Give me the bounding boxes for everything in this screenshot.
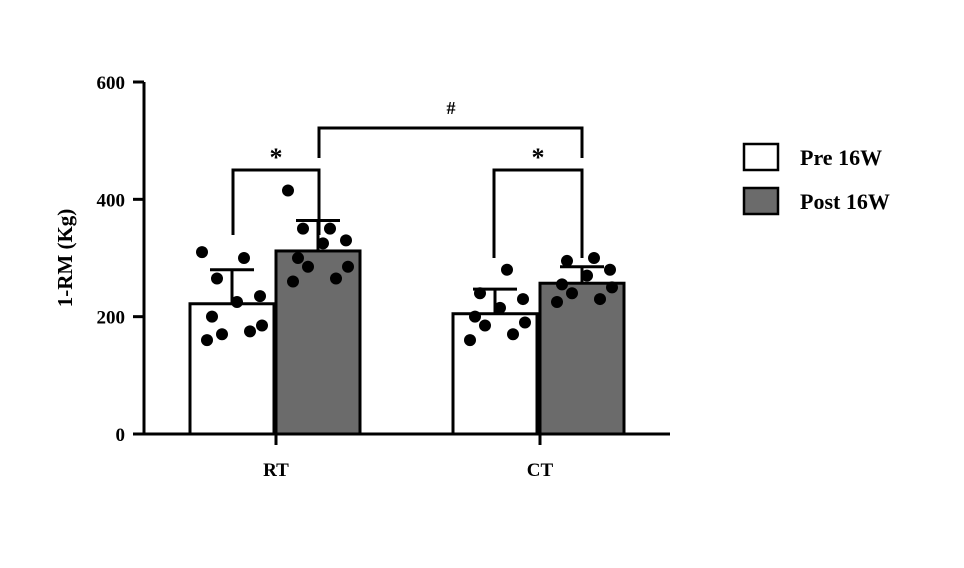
- data-point: [594, 293, 606, 306]
- x-tick-label-ct: CT: [527, 460, 554, 481]
- data-point: [501, 263, 513, 276]
- data-point: [507, 328, 519, 341]
- y-axis-title: 1-RM (Kg): [53, 209, 77, 308]
- legend-swatch-post: [742, 186, 780, 216]
- data-point: [256, 319, 268, 332]
- data-point: [519, 316, 531, 329]
- data-point: [244, 325, 256, 338]
- data-point: [561, 254, 573, 267]
- data-point: [292, 252, 304, 264]
- data-point: [464, 334, 476, 347]
- data-point: [206, 310, 218, 323]
- data-point: [254, 290, 266, 303]
- rt-significance-bracket: [231, 168, 321, 235]
- data-point: [588, 252, 600, 264]
- data-point: [231, 296, 243, 308]
- between-group-bracket: [317, 126, 584, 158]
- legend-label-pre: Pre 16W: [800, 145, 882, 170]
- data-point: [566, 287, 578, 300]
- data-point: [479, 319, 491, 332]
- data-point: [216, 328, 228, 341]
- data-point: [340, 234, 352, 247]
- ct-significance-bracket: [492, 168, 584, 258]
- data-point: [604, 263, 616, 276]
- data-point: [282, 184, 294, 197]
- data-point: [330, 272, 342, 285]
- between-group-hash: #: [447, 98, 456, 118]
- data-point: [494, 301, 506, 314]
- data-point: [201, 334, 213, 347]
- data-point: [556, 278, 568, 291]
- data-point: [211, 272, 223, 285]
- data-point: [317, 237, 329, 250]
- rt-significance-star: *: [270, 143, 283, 172]
- data-point: [287, 275, 299, 288]
- y-tick-label: 0: [116, 425, 126, 446]
- ct-significance-star: *: [532, 143, 545, 172]
- data-point: [551, 296, 563, 308]
- data-point: [196, 246, 208, 259]
- y-tick-label: 400: [97, 190, 126, 211]
- data-point: [324, 222, 336, 235]
- x-tick-label-rt: RT: [263, 460, 289, 481]
- data-point: [302, 260, 314, 273]
- data-point: [469, 310, 481, 323]
- legend-label-post: Post 16W: [800, 189, 890, 214]
- y-tick-label: 600: [97, 73, 126, 94]
- legend-swatch-pre: [742, 142, 780, 172]
- data-point: [517, 293, 529, 306]
- data-point: [342, 260, 354, 273]
- data-point: [238, 252, 250, 264]
- y-tick-label: 200: [97, 308, 126, 329]
- data-point: [297, 222, 309, 235]
- bar-ct-pre: [451, 312, 539, 436]
- data-point: [606, 281, 618, 294]
- data-point: [581, 269, 593, 282]
